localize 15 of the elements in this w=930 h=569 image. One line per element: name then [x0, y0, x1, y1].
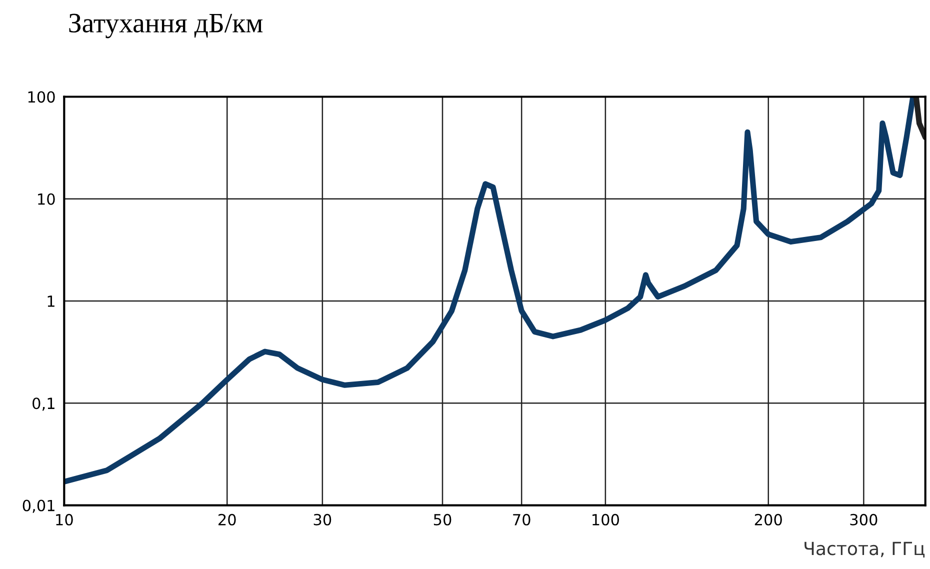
- x-tick-label: 30: [314, 514, 332, 526]
- y-tick-label: 0,1: [32, 398, 54, 411]
- y-tick-label: 0,01: [22, 500, 54, 513]
- y-tick-label: 10: [38, 193, 55, 205]
- x-tick-label: 100: [592, 514, 619, 526]
- y-tick-label: 1: [48, 296, 54, 307]
- y-tick-label: 100: [28, 91, 55, 103]
- chart-title: Затухання дБ/км: [69, 14, 263, 38]
- x-tick-label: 10: [56, 514, 73, 526]
- x-tick-label: 20: [218, 514, 236, 526]
- x-tick-label: 300: [850, 514, 878, 526]
- x-tick-label: 200: [754, 514, 782, 526]
- x-tick-label: 70: [513, 514, 530, 526]
- x-axis-title: Частота, ГГц: [804, 542, 925, 558]
- x-tick-label: 50: [434, 514, 452, 526]
